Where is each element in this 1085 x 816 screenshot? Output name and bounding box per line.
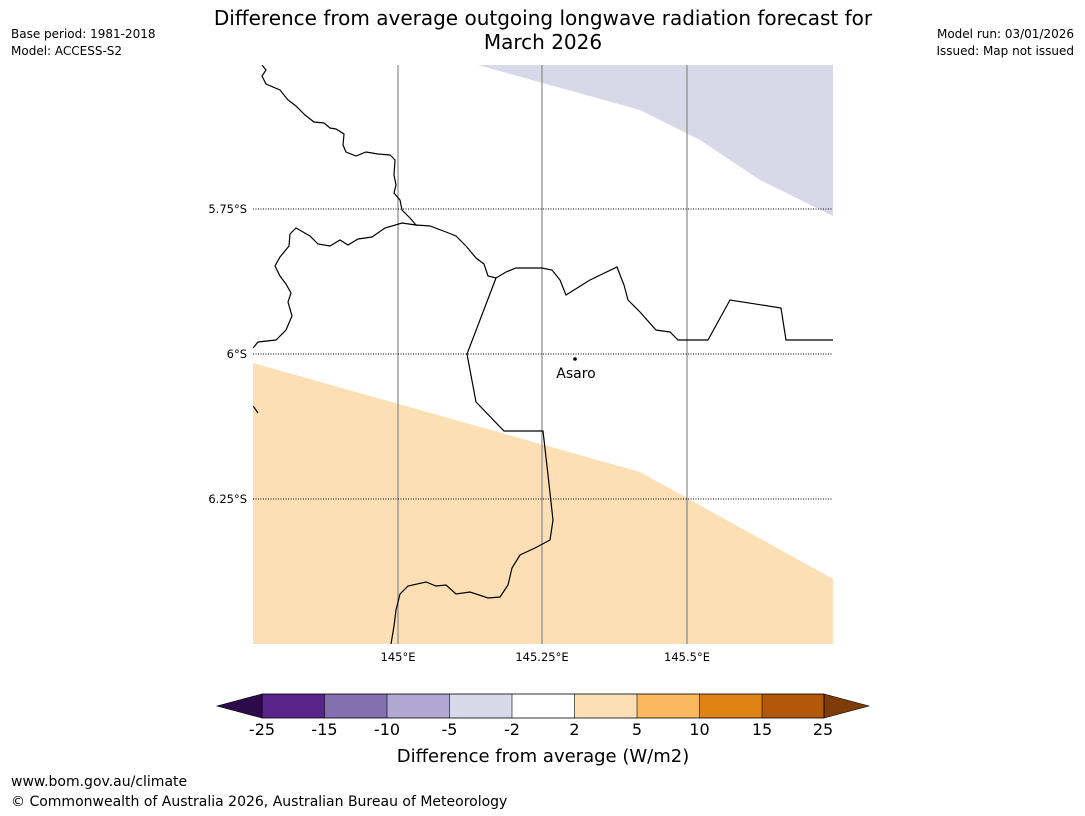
coastline-fragment [253,405,259,414]
lat-label-5-75: 5.75°S [208,202,247,216]
province-boundary-south [390,277,554,644]
lon-label-145: 145°E [381,650,416,664]
colorbar-dividers [324,694,763,718]
colorbar-segment-2 [324,694,387,718]
asaro-marker [573,357,577,361]
header-left: Base period: 1981-2018 Model: ACCESS-S2 [11,26,156,60]
asaro-label: Asaro [556,366,595,382]
colorbar-segment-7 [637,694,700,718]
model-run: Model run: 03/01/2026 [936,27,1074,41]
header-right: Model run: 03/01/2026 Issued: Map not is… [936,26,1074,60]
colorbar-tick-label: 15 [752,720,772,739]
colorbar-tick-label: 5 [632,720,642,739]
colorbar-right-extension [823,693,871,719]
colorbar-left-extension [215,693,263,719]
model-name: Model: ACCESS-S2 [11,44,123,58]
title-line-2: March 2026 [483,30,603,54]
colorbar-segment-4 [449,694,512,718]
footer-url: www.bom.gov.au/climate [11,774,188,790]
colorbar-tick-label: 10 [689,720,709,739]
lat-label-6-25: 6.25°S [208,492,247,506]
colorbar-segment-3 [387,694,450,718]
negative-anomaly-region [478,65,833,216]
colorbar-tick-label: -25 [249,720,275,739]
colorbar: -25 -15 -10 -5 -2 2 5 10 15 25 Differenc… [215,693,871,767]
footer-copyright: © Commonwealth of Australia 2026, Austra… [11,794,508,810]
province-boundary-north [253,65,418,349]
colorbar-tick-label: -5 [442,720,458,739]
colorbar-segment-9 [762,694,824,718]
issued-status: Issued: Map not issued [936,44,1074,58]
colorbar-tick-label: -2 [504,720,520,739]
colorbar-title: Difference from average (W/m2) [397,746,689,767]
map-title: Difference from average outgoing longwav… [143,6,943,54]
base-period: Base period: 1981-2018 [11,27,156,41]
title-line-1: Difference from average outgoing longwav… [213,6,873,30]
colorbar-tick-label: -10 [374,720,400,739]
colorbar-tick-label: -15 [311,720,337,739]
colorbar-segment-1 [262,694,325,718]
colorbar-tick-label: 25 [813,720,833,739]
colorbar-tick-label: 2 [569,720,579,739]
lat-label-6: 6°S [227,347,247,361]
lon-label-145-25: 145.25°E [515,650,568,664]
province-boundary-central [415,224,833,341]
map-area [253,65,833,644]
colorbar-segment-8 [699,694,762,718]
lon-label-145-5: 145.5°E [664,650,710,664]
colorbar-segment-6 [574,694,637,718]
colorbar-segment-5 [512,694,575,718]
colorbar-outline [261,693,825,719]
